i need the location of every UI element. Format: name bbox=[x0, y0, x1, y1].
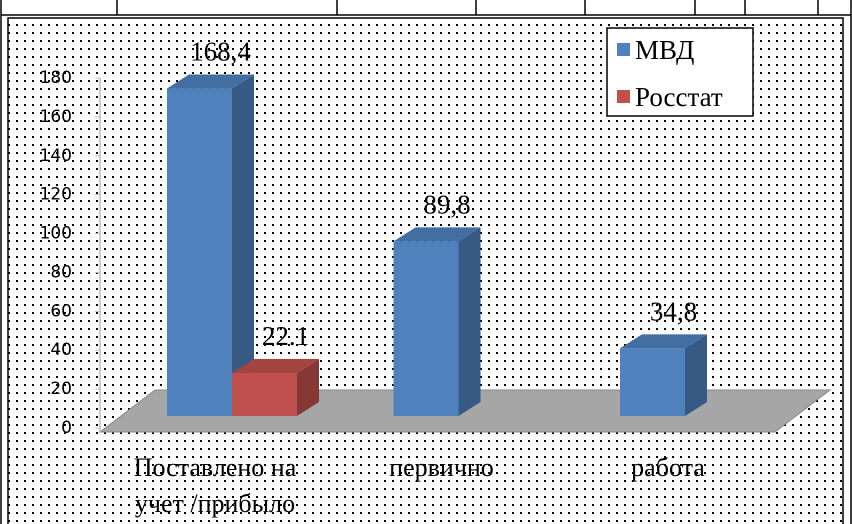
x-tick-label-box: первично bbox=[389, 453, 494, 482]
legend-label: МВД bbox=[635, 35, 694, 65]
data-label: 89,8 bbox=[423, 189, 470, 219]
x-tick-label: работа bbox=[631, 453, 705, 482]
y-tick-label: 100 bbox=[40, 224, 72, 244]
data-label: 34,8 bbox=[650, 296, 697, 326]
x-tick-label: первично bbox=[389, 453, 494, 482]
bar-front bbox=[232, 373, 297, 416]
y-tick-label: 80 bbox=[50, 262, 72, 282]
bar-side bbox=[458, 227, 481, 416]
data-label: 22.1 bbox=[262, 321, 309, 351]
legend: МВД Росстат bbox=[606, 27, 754, 117]
y-tick-label: 120 bbox=[40, 185, 72, 205]
legend-box bbox=[606, 27, 754, 117]
bar-front bbox=[620, 348, 685, 416]
y-tick-label: 180 bbox=[40, 68, 72, 88]
bar-side bbox=[297, 359, 319, 416]
bar bbox=[167, 74, 254, 417]
y-tick-label: 140 bbox=[40, 146, 72, 166]
bar bbox=[232, 359, 319, 416]
y-tick-label: 160 bbox=[40, 107, 72, 127]
y-tick-label: 20 bbox=[50, 379, 72, 399]
y-tick-label: 60 bbox=[50, 301, 72, 321]
bar-side bbox=[232, 74, 254, 417]
bar-top bbox=[167, 74, 254, 89]
bar bbox=[393, 227, 481, 416]
data-label: 168,4 bbox=[190, 37, 251, 67]
bar-side bbox=[685, 334, 707, 416]
bar-top bbox=[620, 334, 707, 349]
x-tick-label-box: Поставлено на учет /прибыло bbox=[133, 453, 297, 518]
bar-front bbox=[393, 241, 459, 416]
legend-label: Росстат bbox=[635, 82, 723, 112]
y-tick-label: 40 bbox=[50, 340, 72, 360]
x-tick-label: Поставлено на учет /прибыло bbox=[133, 453, 297, 518]
legend-swatch bbox=[617, 43, 630, 56]
bar-front bbox=[167, 88, 232, 417]
legend-swatch bbox=[617, 90, 630, 103]
x-tick-label-box: работа bbox=[631, 453, 705, 482]
bar-top bbox=[393, 227, 481, 242]
y-tick-label: 0 bbox=[61, 418, 72, 438]
bar-top bbox=[232, 359, 319, 374]
bar bbox=[620, 334, 707, 416]
